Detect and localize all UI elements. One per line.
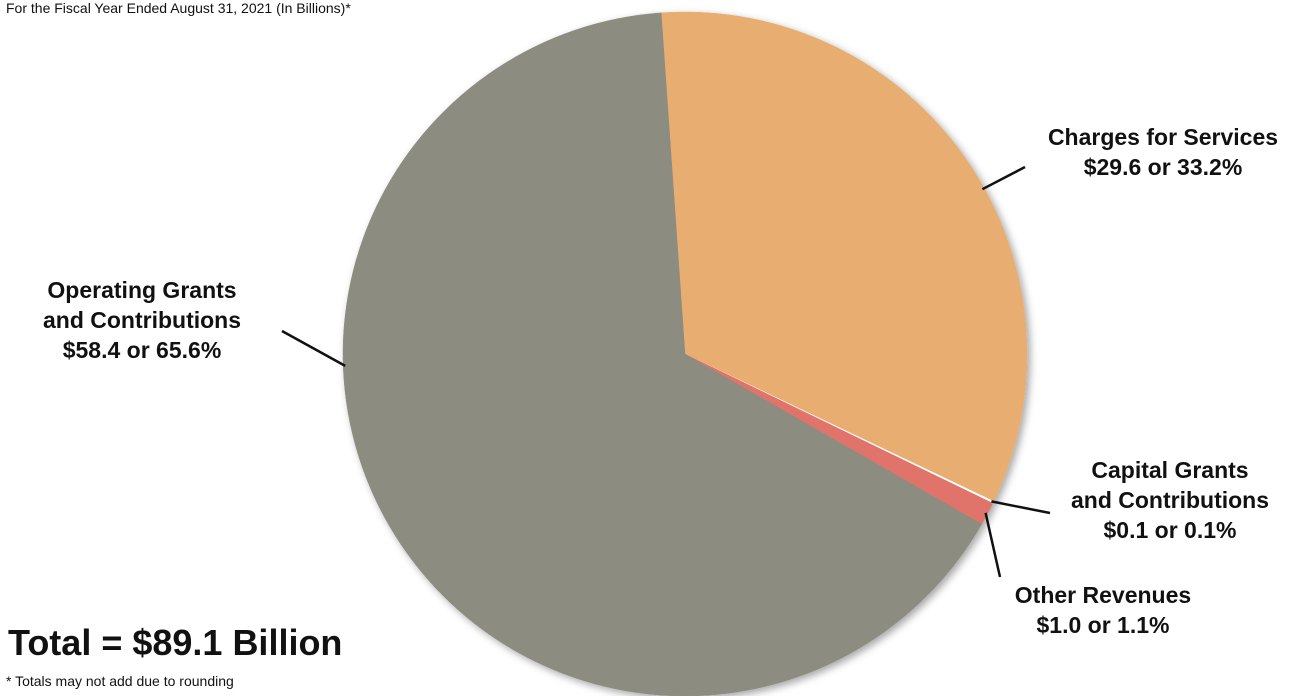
label-charges-for-services: Charges for Services $29.6 or 33.2% <box>1030 122 1296 182</box>
pie-slices <box>342 11 1028 696</box>
label-charges-name: Charges for Services <box>1047 124 1279 150</box>
leader-line-operating-grants <box>281 329 346 367</box>
chart-subtitle: For the Fiscal Year Ended August 31, 202… <box>6 0 351 16</box>
label-operating-value: $58.4 or 65.6% <box>62 337 222 363</box>
label-capital-name-line1: Capital Grants <box>1091 457 1249 483</box>
leader-line-other-revenues <box>984 512 1002 578</box>
leader-line-capital-grants <box>991 500 1051 515</box>
total-label: Total = $89.1 Billion <box>8 622 343 663</box>
label-charges-value: $29.6 or 33.2% <box>1083 154 1243 180</box>
label-operating-grants: Operating Grants and Contributions $58.4… <box>10 275 274 365</box>
label-other-value: $1.0 or 1.1% <box>1036 612 1170 638</box>
label-capital-grants: Capital Grants and Contributions $0.1 or… <box>1050 455 1290 545</box>
leader-line-charges-for-services <box>981 165 1026 191</box>
label-operating-name-line2: and Contributions <box>42 307 242 333</box>
label-capital-name-line2: and Contributions <box>1070 487 1270 513</box>
pie-slice-operating-grants <box>342 12 983 696</box>
label-other-revenues: Other Revenues $1.0 or 1.1% <box>978 580 1228 640</box>
pie-slice-charges-for-services <box>660 11 1028 502</box>
leader-lines <box>281 165 1051 578</box>
label-other-name: Other Revenues <box>1014 582 1192 608</box>
footnote: * Totals may not add due to rounding <box>6 673 234 689</box>
label-operating-name-line1: Operating Grants <box>47 277 237 303</box>
label-capital-value: $0.1 or 0.1% <box>1103 517 1237 543</box>
